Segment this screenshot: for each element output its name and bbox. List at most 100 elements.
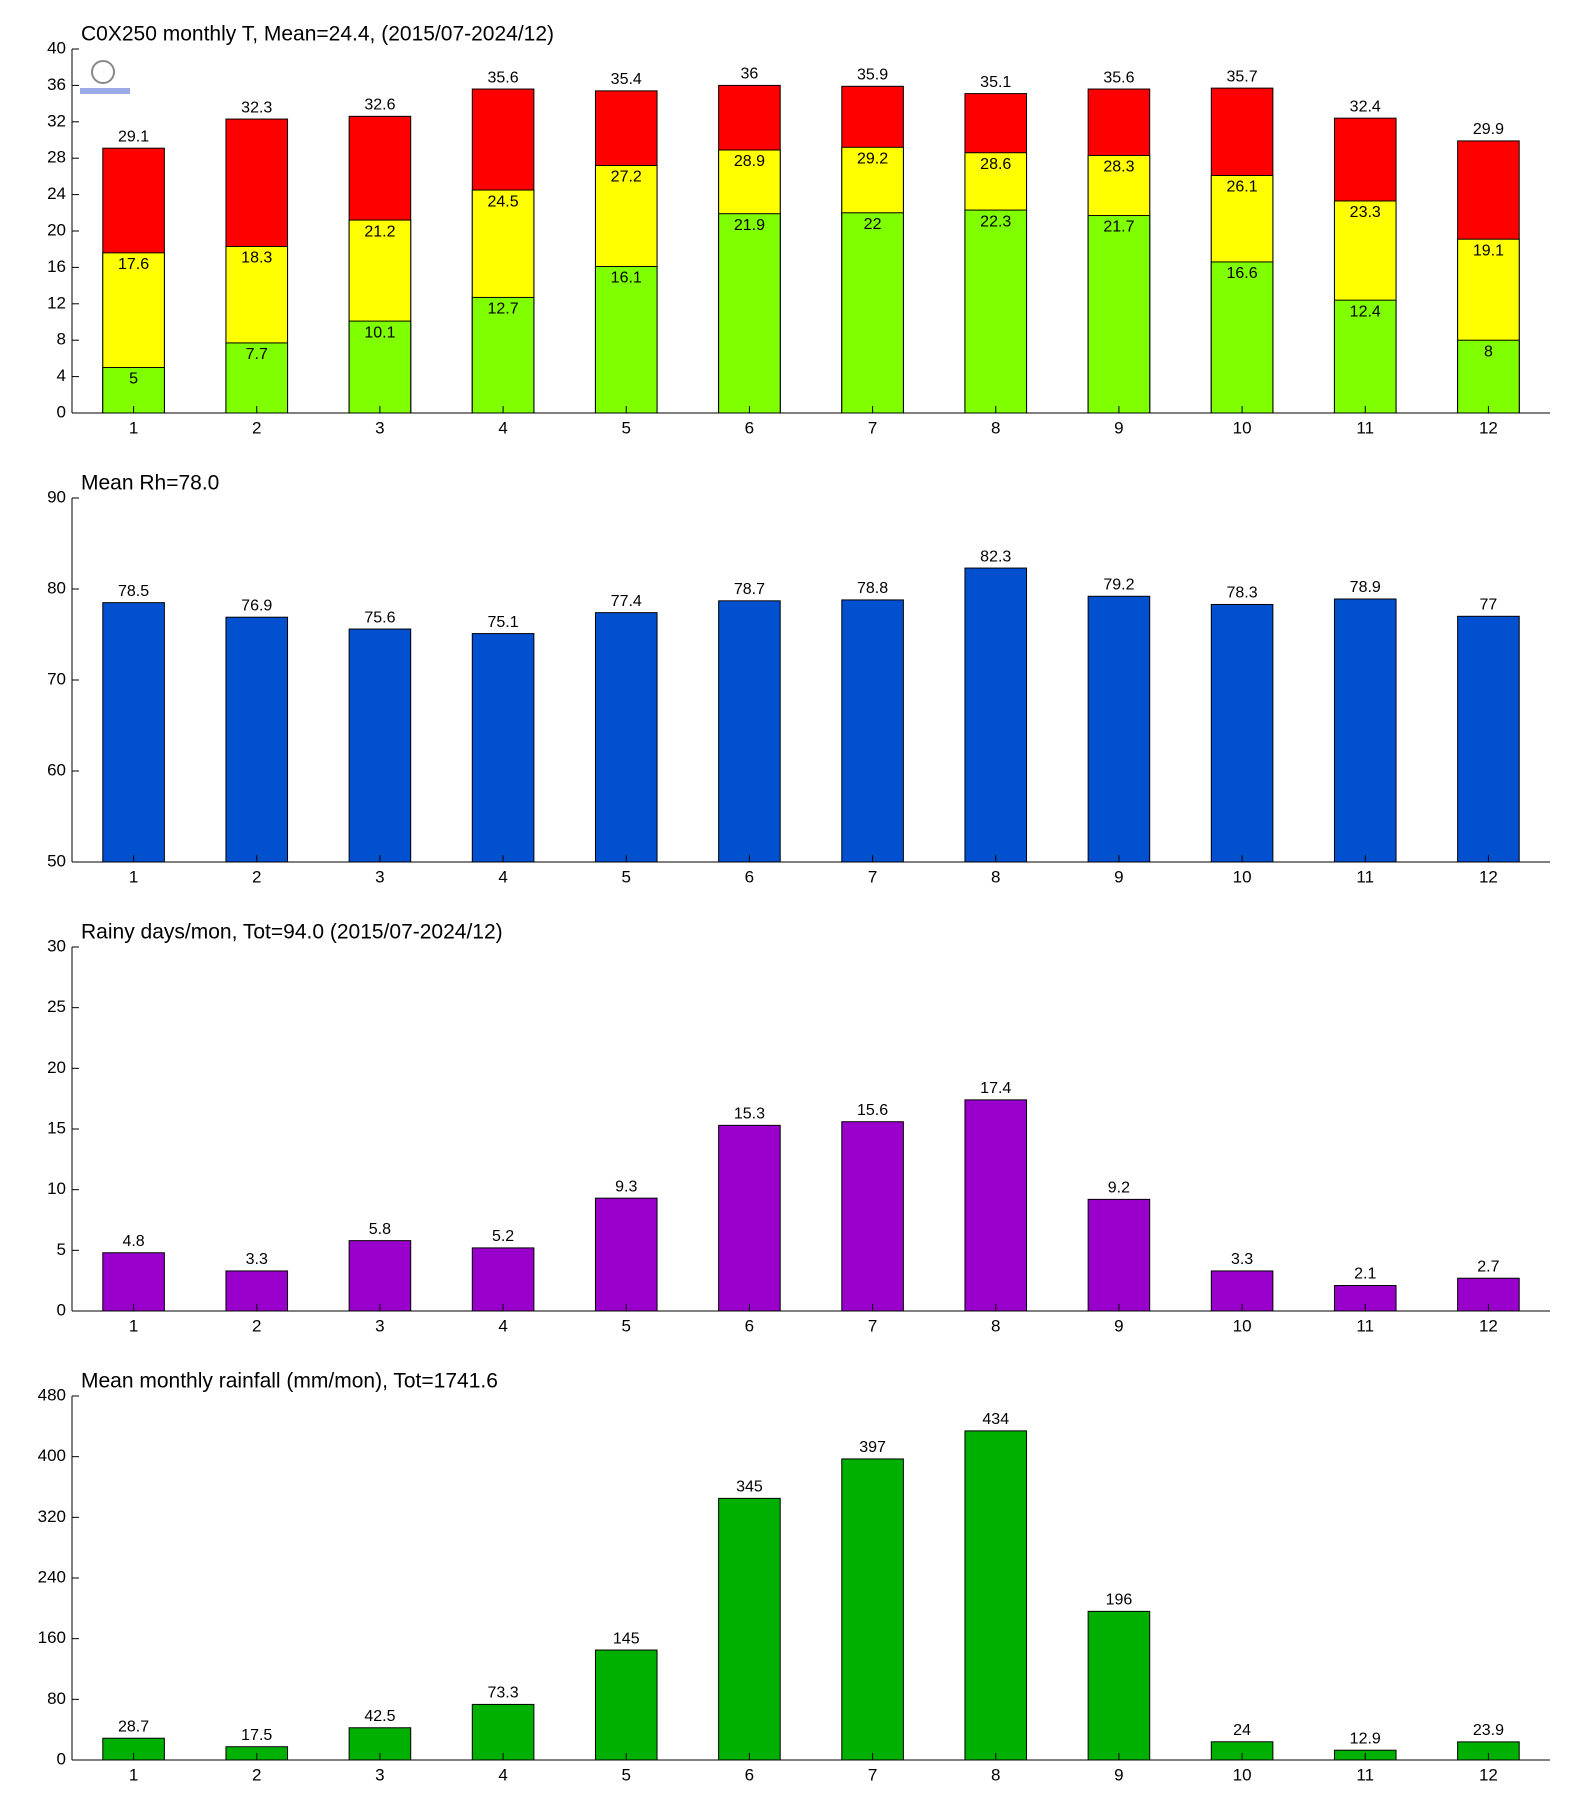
x-tick-label: 2 bbox=[252, 867, 261, 886]
value-label: 21.2 bbox=[364, 223, 395, 240]
value-label: 3.3 bbox=[1231, 1251, 1253, 1268]
bar bbox=[348, 1240, 412, 1312]
value-label: 5.8 bbox=[369, 1221, 391, 1238]
y-tick-label: 70 bbox=[47, 669, 66, 688]
value-label: 23.9 bbox=[1473, 1722, 1504, 1739]
y-tick-label: 12 bbox=[47, 293, 66, 312]
x-tick-label: 11 bbox=[1356, 1765, 1374, 1784]
bar bbox=[841, 1458, 904, 1761]
value-label: 18.3 bbox=[241, 250, 272, 267]
y-tick-label: 160 bbox=[38, 1628, 66, 1647]
value-label: 12.7 bbox=[488, 301, 519, 318]
value-label: 32.3 bbox=[241, 99, 272, 116]
value-label: 16.6 bbox=[1227, 265, 1258, 282]
x-tick-label: 10 bbox=[1233, 1316, 1252, 1335]
x-tick-label: 4 bbox=[498, 1316, 507, 1335]
value-label: 345 bbox=[736, 1479, 763, 1496]
value-label: 23.3 bbox=[1350, 204, 1381, 221]
bar bbox=[718, 213, 781, 414]
x-tick-label: 12 bbox=[1479, 1765, 1498, 1784]
y-tick-label: 50 bbox=[47, 851, 66, 870]
value-label: 35.4 bbox=[611, 71, 642, 88]
value-label: 2.1 bbox=[1354, 1266, 1376, 1283]
value-label: 35.7 bbox=[1227, 68, 1258, 85]
value-label: 24.5 bbox=[488, 193, 519, 210]
value-label: 78.8 bbox=[857, 580, 888, 597]
value-label: 7.7 bbox=[246, 346, 268, 363]
x-tick-label: 6 bbox=[745, 1316, 754, 1335]
x-tick-label: 5 bbox=[622, 867, 631, 886]
value-label: 17.6 bbox=[118, 256, 149, 273]
y-tick-label: 80 bbox=[47, 578, 66, 597]
y-tick-label: 90 bbox=[47, 487, 66, 506]
value-label: 3.3 bbox=[246, 1251, 268, 1268]
y-tick-label: 40 bbox=[47, 38, 66, 57]
bar bbox=[594, 612, 658, 863]
value-label: 29.1 bbox=[118, 128, 149, 145]
value-label: 24 bbox=[1233, 1722, 1251, 1739]
bar bbox=[225, 1270, 289, 1312]
y-tick-label: 5 bbox=[57, 1240, 66, 1259]
bar bbox=[718, 600, 781, 863]
logo-text bbox=[80, 88, 130, 94]
x-tick-label: 3 bbox=[375, 418, 384, 437]
value-label: 29.9 bbox=[1473, 121, 1504, 138]
chart-title: Rainy days/mon, Tot=94.0 (2015/07-2024/1… bbox=[81, 921, 503, 944]
x-tick-label: 7 bbox=[868, 1316, 877, 1335]
value-label: 17.4 bbox=[980, 1080, 1011, 1097]
bar bbox=[1333, 299, 1397, 414]
value-label: 22 bbox=[864, 216, 882, 233]
value-label: 12.4 bbox=[1350, 303, 1381, 320]
y-tick-label: 30 bbox=[47, 936, 66, 955]
value-label: 397 bbox=[859, 1439, 886, 1456]
y-tick-label: 0 bbox=[57, 1300, 66, 1319]
x-tick-label: 11 bbox=[1356, 1316, 1374, 1335]
bar bbox=[471, 1247, 535, 1312]
bar bbox=[471, 1703, 535, 1761]
x-tick-label: 10 bbox=[1233, 418, 1252, 437]
value-label: 42.5 bbox=[364, 1708, 395, 1725]
value-label: 79.2 bbox=[1103, 576, 1134, 593]
y-tick-label: 0 bbox=[57, 1749, 66, 1768]
x-tick-label: 3 bbox=[375, 1765, 384, 1784]
value-label: 28.3 bbox=[1103, 159, 1134, 176]
y-tick-label: 480 bbox=[38, 1385, 66, 1404]
value-label: 32.4 bbox=[1350, 98, 1381, 115]
value-label: 75.1 bbox=[488, 614, 519, 631]
x-tick-label: 7 bbox=[868, 867, 877, 886]
value-label: 2.7 bbox=[1477, 1258, 1499, 1275]
value-label: 10.1 bbox=[364, 324, 395, 341]
x-tick-label: 3 bbox=[375, 867, 384, 886]
y-tick-label: 20 bbox=[47, 220, 66, 239]
bar bbox=[348, 628, 412, 863]
x-tick-label: 7 bbox=[868, 1765, 877, 1784]
bar bbox=[718, 1497, 781, 1761]
value-label: 9.3 bbox=[615, 1178, 637, 1195]
bar bbox=[1457, 615, 1520, 863]
x-tick-label: 9 bbox=[1114, 867, 1123, 886]
value-label: 21.7 bbox=[1103, 219, 1134, 236]
chart-title: C0X250 monthly T, Mean=24.4, (2015/07-20… bbox=[81, 23, 554, 46]
bar bbox=[1333, 598, 1397, 863]
value-label: 28.9 bbox=[734, 153, 765, 170]
logo bbox=[80, 60, 130, 94]
x-tick-label: 6 bbox=[745, 1765, 754, 1784]
value-label: 434 bbox=[982, 1411, 1009, 1428]
y-tick-label: 80 bbox=[47, 1689, 66, 1708]
bar bbox=[964, 209, 1028, 414]
x-tick-label: 11 bbox=[1356, 418, 1374, 437]
x-tick-label: 4 bbox=[498, 1765, 507, 1784]
bar bbox=[1087, 1610, 1151, 1761]
value-label: 12.9 bbox=[1350, 1730, 1381, 1747]
x-tick-label: 8 bbox=[991, 867, 1000, 886]
value-label: 76.9 bbox=[241, 597, 272, 614]
bar bbox=[594, 1197, 658, 1312]
x-tick-label: 6 bbox=[745, 867, 754, 886]
value-label: 15.3 bbox=[734, 1106, 765, 1123]
y-tick-label: 16 bbox=[47, 257, 66, 276]
y-tick-label: 25 bbox=[47, 997, 66, 1016]
value-label: 26.1 bbox=[1227, 179, 1258, 196]
value-label: 77.4 bbox=[611, 593, 642, 610]
chart-title: Mean Rh=78.0 bbox=[81, 472, 219, 495]
